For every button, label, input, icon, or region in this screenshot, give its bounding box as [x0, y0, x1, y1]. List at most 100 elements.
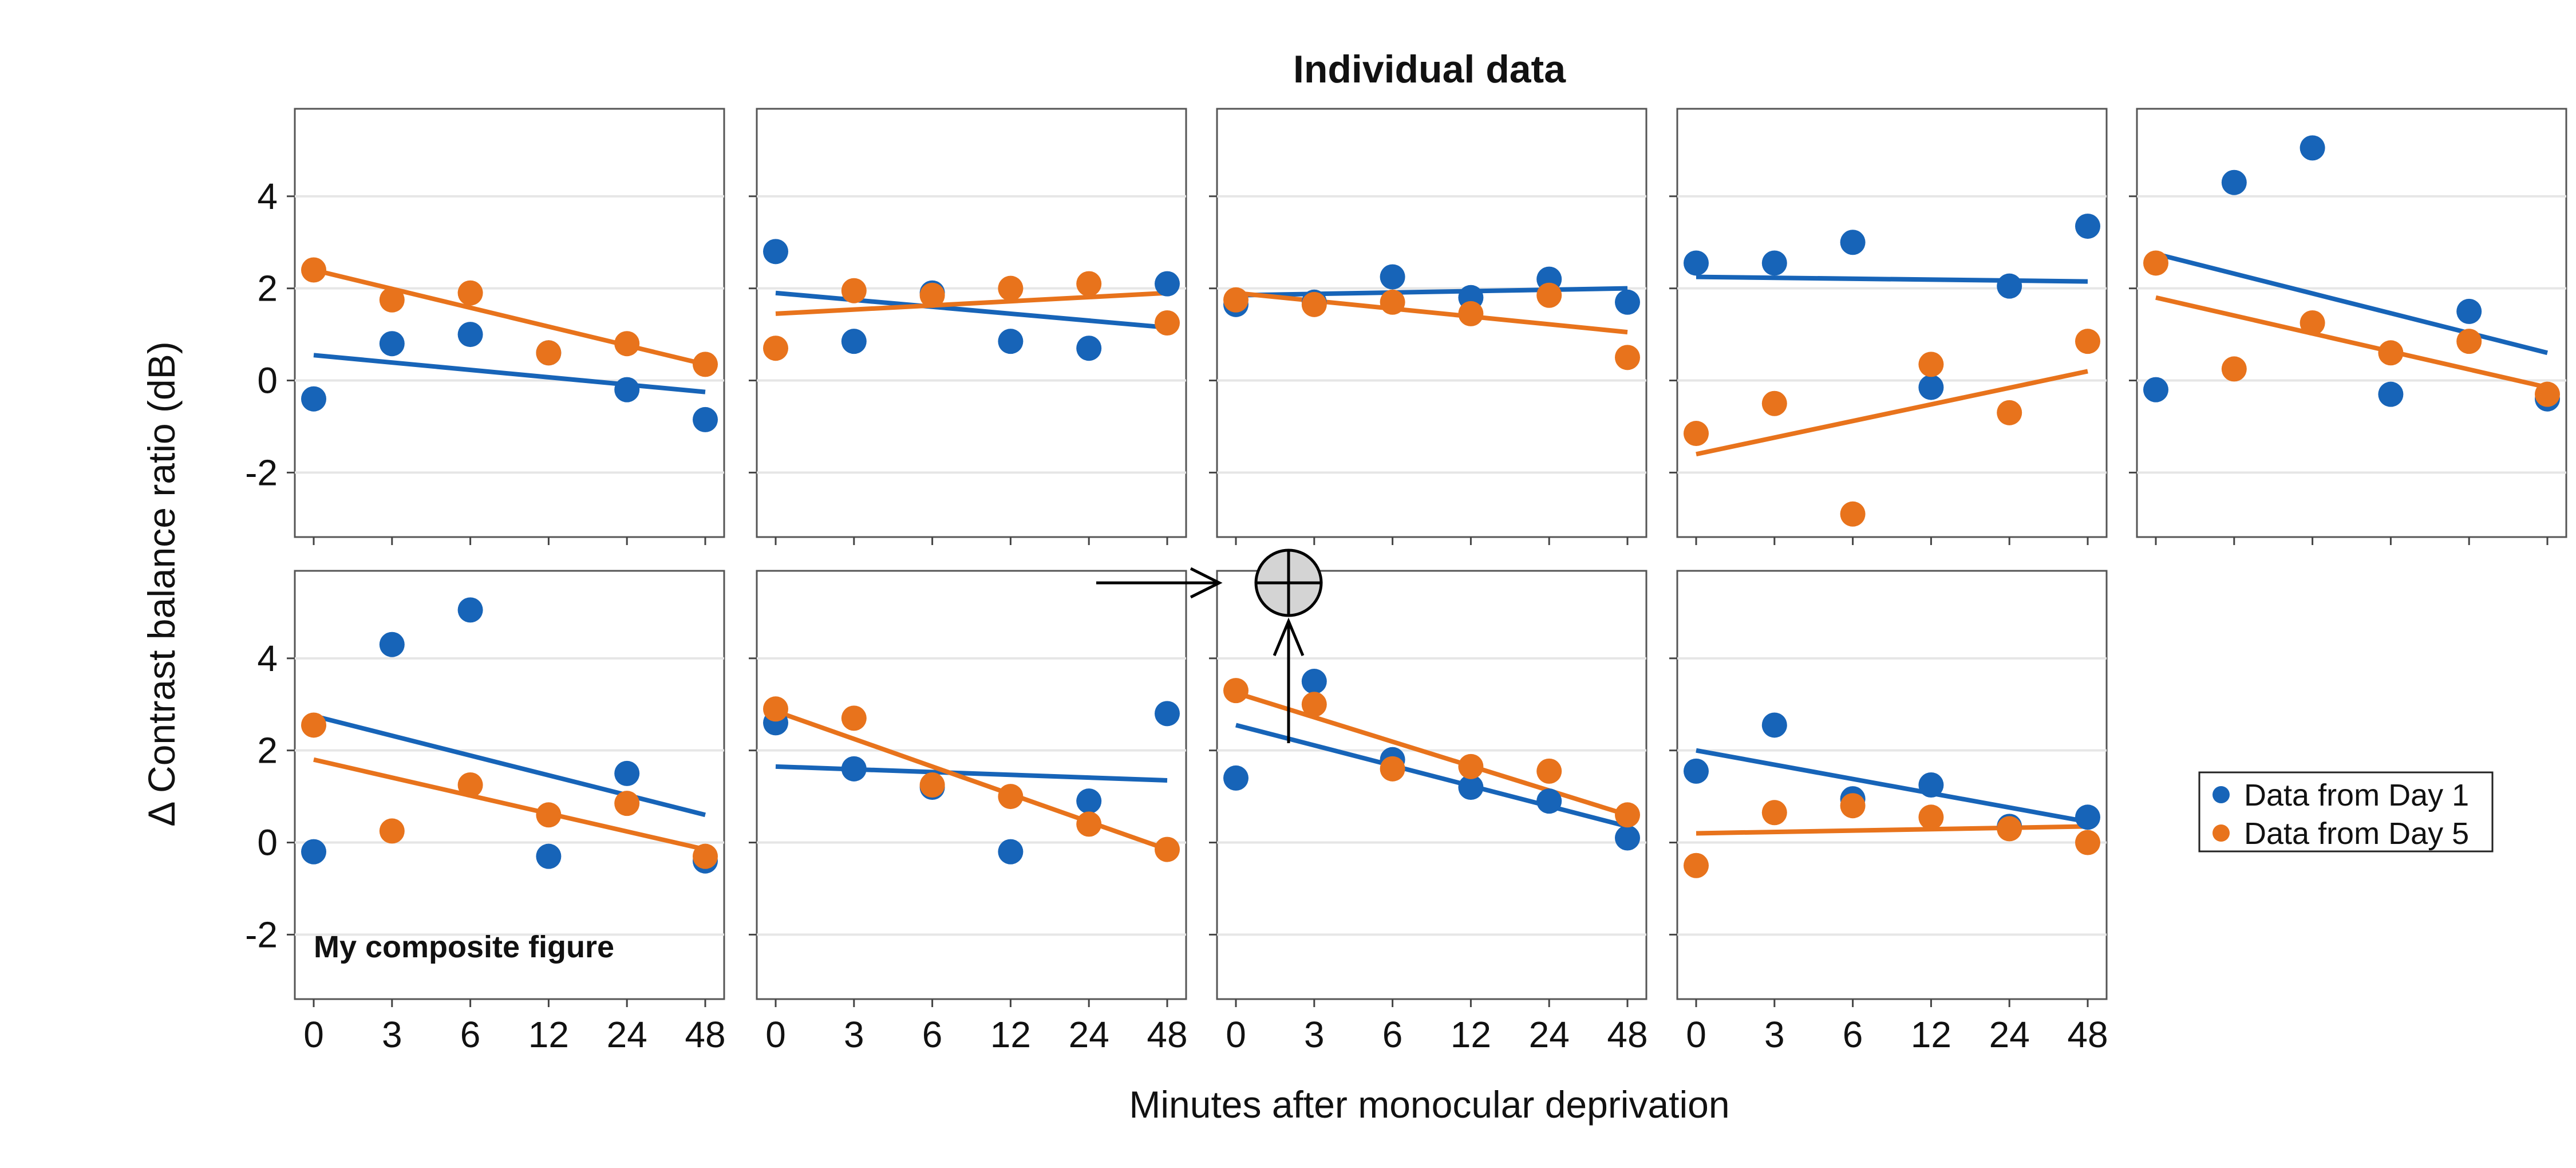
x-axis-label: Minutes after monocular deprivation: [1129, 1083, 1729, 1126]
day5-point: [1380, 756, 1405, 782]
panel-2: [749, 108, 1187, 545]
day1-point: [1918, 374, 1944, 400]
legend-label-day5: Data from Day 5: [2244, 816, 2469, 851]
day5-point: [1301, 692, 1327, 717]
day5-point: [1076, 811, 1102, 837]
day1-point: [763, 239, 788, 265]
panel-frame: [1676, 108, 2108, 538]
day1-fit-line: [1696, 748, 2088, 824]
day1-point: [2221, 169, 2247, 195]
legend: Data from Day 1 Data from Day 5: [2198, 771, 2494, 853]
summation-diagram: [1096, 549, 1323, 743]
x-tick-label: 0: [765, 1014, 786, 1055]
day5-point: [1997, 400, 2022, 425]
day1-fit-line: [1235, 286, 1628, 298]
panel-6: 4 2 0 -2 0 3 6 12 24 48: [245, 570, 726, 1055]
day5-point: [1761, 800, 1787, 826]
x-tick-label: 3: [382, 1014, 402, 1055]
day5-point: [2300, 310, 2325, 336]
day1-point: [2075, 214, 2100, 239]
day1-point: [457, 322, 483, 348]
day5-fit-line: [1235, 690, 1629, 818]
day5-point: [693, 843, 718, 869]
horizontal-arrowhead-icon: [1190, 567, 1223, 599]
day1-point: [1840, 230, 1866, 255]
x-tick-label: 6: [1843, 1014, 1863, 1055]
day5-point: [919, 282, 945, 308]
day1-fit-line: [775, 290, 1168, 330]
x-tick-label: 3: [1304, 1014, 1325, 1055]
day5-point: [1458, 301, 1484, 326]
panel-grid: 4 2 0 -2 4 2 0 -2 0 3 6 12 24 48 0 3 6 12 24 48 0 3 6 12 24 48 0 3 6…: [245, 108, 2567, 1055]
day5-fit-line: [1696, 369, 2088, 457]
day5-point: [1684, 853, 1709, 878]
day5-fit-line: [313, 757, 706, 852]
day5-point: [301, 257, 326, 283]
x-tick-label: 6: [1382, 1014, 1403, 1055]
x-tick-label: 24: [607, 1014, 647, 1055]
day5-point: [763, 696, 788, 722]
day5-point: [1615, 802, 1640, 828]
x-tick-label: 48: [2067, 1014, 2108, 1055]
day1-point: [1223, 765, 1249, 791]
day1-point: [841, 329, 867, 354]
day1-point: [1076, 336, 1102, 361]
day5-point: [2378, 340, 2404, 366]
day5-fit-line: [775, 290, 1168, 316]
x-tick-label: 6: [922, 1014, 943, 1055]
day5-point: [1380, 289, 1405, 315]
day5-fit-line: [2155, 295, 2548, 390]
x-tick-label: 0: [1686, 1014, 1706, 1055]
day1-point: [614, 760, 640, 786]
day5-point: [1918, 804, 1944, 830]
day1-point: [536, 843, 562, 869]
x-tick-label: 24: [1069, 1014, 1109, 1055]
x-tick-label: 48: [685, 1014, 725, 1055]
day5-point: [379, 287, 405, 313]
day5-point: [1301, 291, 1327, 317]
panel-9: 0 3 6 12 24 48: [1669, 570, 2108, 1055]
day5-point: [301, 712, 326, 738]
panel-frame: [2136, 108, 2567, 538]
day5-point: [693, 352, 718, 377]
day5-point: [1840, 501, 1866, 527]
x-tick-label: 12: [1451, 1014, 1491, 1055]
day5-fit-line: [775, 709, 1168, 852]
y-tick-label: -2: [245, 914, 278, 955]
day5-point: [1997, 816, 2022, 842]
day1-point: [693, 407, 718, 432]
x-tick-label: 3: [844, 1014, 864, 1055]
day1-point: [1155, 271, 1180, 297]
x-tick-label: 12: [1911, 1014, 1951, 1055]
panel-3: [1209, 108, 1647, 545]
vertical-arrowhead-icon: [1273, 617, 1305, 656]
day5-point: [457, 280, 483, 306]
day5-point: [1761, 390, 1787, 416]
y-tick-label: 2: [257, 730, 278, 771]
day5-point: [1076, 271, 1102, 297]
day5-point: [536, 340, 562, 366]
day5-point: [2075, 830, 2100, 855]
day5-point: [1223, 678, 1249, 704]
day1-point: [2378, 381, 2404, 407]
panel-frame: [1216, 108, 1647, 538]
day5-point: [1536, 282, 1562, 308]
day1-point: [1761, 712, 1787, 738]
day1-point: [1458, 775, 1484, 800]
day1-point: [998, 329, 1024, 354]
day5-point: [2535, 381, 2560, 407]
day1-point: [2075, 804, 2100, 830]
day1-point: [1536, 788, 1562, 814]
day1-point: [301, 839, 326, 865]
day1-point: [1380, 264, 1405, 290]
day5-point: [614, 331, 640, 357]
day5-point: [763, 336, 788, 361]
day5-point: [379, 818, 405, 844]
x-tick-label: 24: [1989, 1014, 2030, 1055]
day1-point: [1684, 250, 1709, 276]
y-tick-label: 4: [257, 638, 278, 679]
legend-marker-day5: [2212, 824, 2230, 842]
day5-point: [998, 275, 1024, 301]
day1-fit-line: [775, 764, 1168, 783]
